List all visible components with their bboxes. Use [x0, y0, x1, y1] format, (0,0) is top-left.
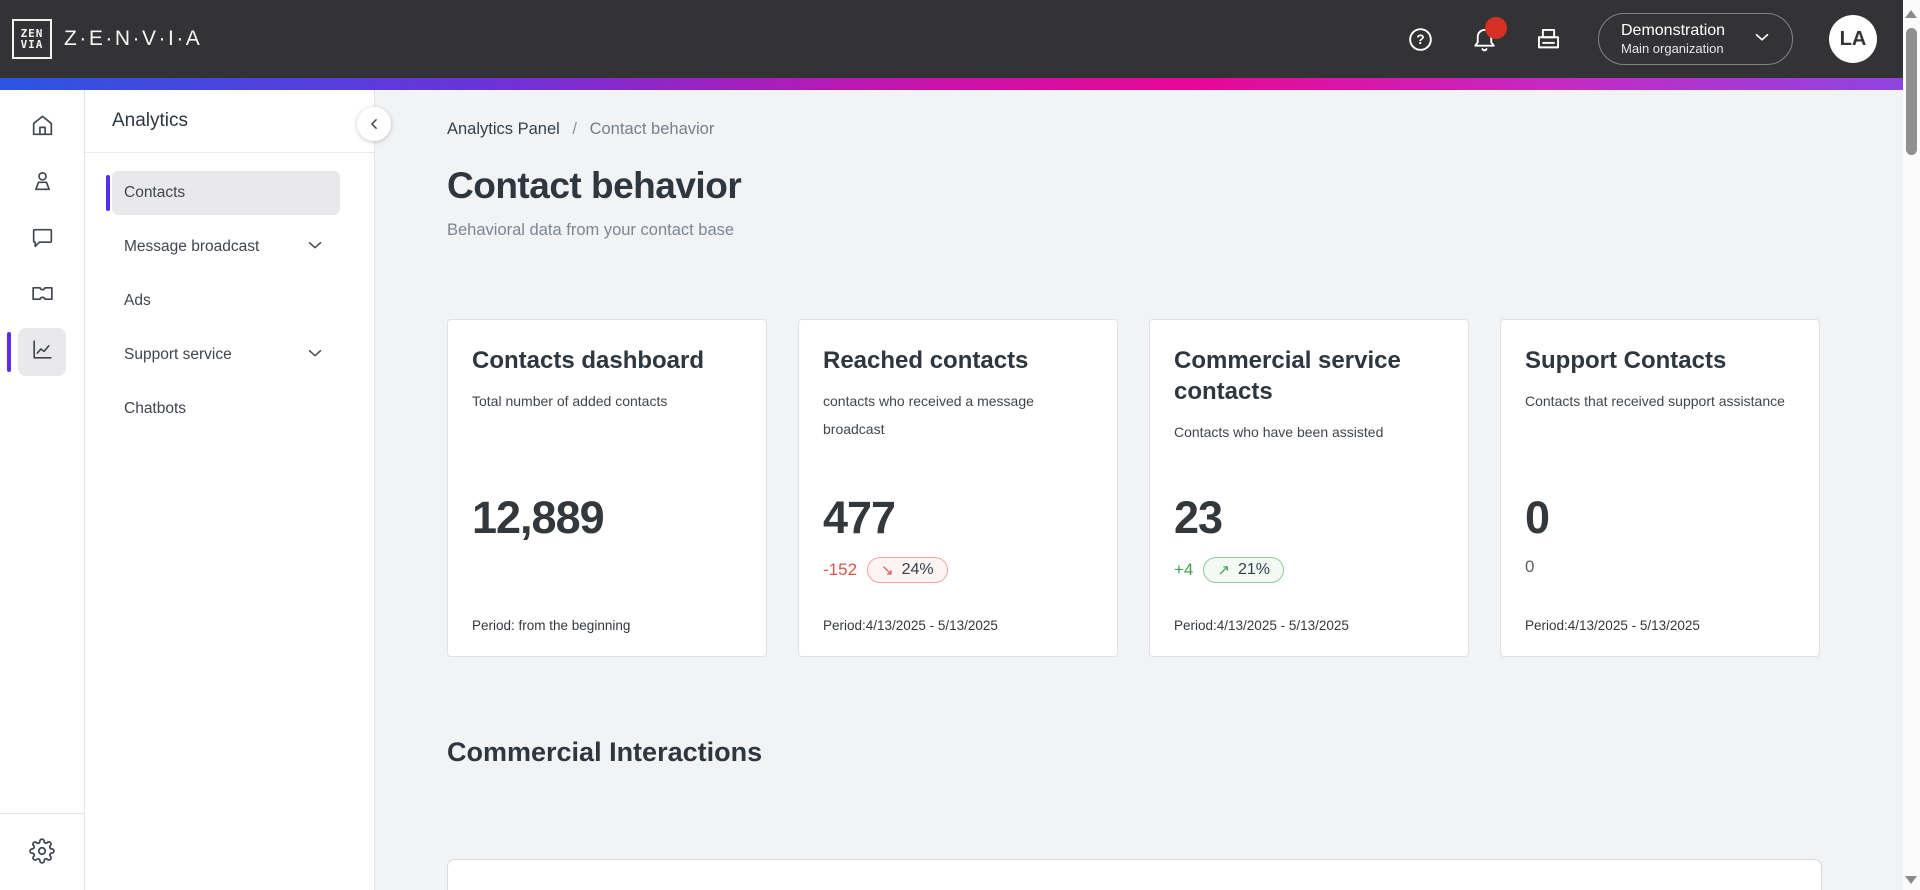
card-reached-contacts: Reached contacts contacts who received a…: [798, 319, 1118, 657]
svg-text:?: ?: [1416, 32, 1424, 47]
card-period: Period: from the beginning: [472, 618, 631, 633]
trend-percent: 21%: [1237, 561, 1270, 578]
notification-badge: [1485, 17, 1507, 39]
menu-item-message-broadcast[interactable]: Message broadcast: [112, 225, 340, 269]
zenvia-logo: ZEN VIA Z·E·N·V·I·A: [12, 19, 202, 59]
trend-badge: ↘ 24%: [867, 557, 948, 583]
card-title: Contacts dashboard: [472, 347, 705, 374]
card-delta: -152: [823, 560, 858, 579]
kpi-cards-row: Contacts dashboard Total number of added…: [447, 319, 1920, 657]
card-value: 0: [1525, 492, 1550, 543]
rail-footer: [0, 813, 84, 890]
brand-gradient-bar: [0, 78, 1920, 90]
breadcrumb-analytics-panel[interactable]: Analytics Panel: [447, 120, 560, 138]
card-period: Period:4/13/2025 - 5/13/2025: [823, 618, 998, 633]
page-scrollbar[interactable]: [1903, 0, 1920, 890]
menu-item-label: Chatbots: [124, 400, 187, 417]
logo-mark-bottom: VIA: [20, 38, 44, 51]
sidebar-item-campaigns[interactable]: [18, 272, 66, 320]
commercial-interactions-card: [447, 859, 1822, 890]
main-content: Analytics Panel / Contact behavior Conta…: [375, 90, 1920, 890]
page-title: Contact behavior: [447, 165, 742, 206]
trend-percent: 24%: [901, 561, 934, 578]
sidebar-item-analytics[interactable]: [7, 328, 66, 376]
card-period: Period:4/13/2025 - 5/13/2025: [1174, 618, 1349, 633]
person-icon: [29, 168, 56, 200]
sidebar-item-conversations[interactable]: [18, 216, 66, 264]
panel-menu: Contacts Message broadcast Ads Support s…: [85, 153, 374, 431]
zenvia-wordmark: Z·E·N·V·I·A: [64, 27, 203, 50]
panel-title: Analytics: [85, 90, 374, 153]
card-support-contacts: Support Contacts Contacts that received …: [1500, 319, 1820, 657]
trend-up-icon: ↗: [1217, 562, 1230, 579]
chat-bubble-icon: [29, 224, 56, 256]
organization-name: Demonstration: [1621, 21, 1726, 39]
card-value: 12,889: [472, 492, 605, 543]
sidebar-item-settings[interactable]: [18, 829, 66, 877]
printer-icon[interactable]: [1534, 25, 1562, 53]
icon-rail: [0, 90, 85, 890]
trend-badge: ↗ 21%: [1203, 557, 1284, 583]
card-period: Period:4/13/2025 - 5/13/2025: [1525, 618, 1700, 633]
sidebar-item-contacts[interactable]: [18, 160, 66, 208]
breadcrumb: Analytics Panel / Contact behavior: [447, 120, 1920, 139]
card-value: 23: [1174, 492, 1223, 543]
card-title: Reached contacts: [823, 347, 1029, 374]
breadcrumb-separator: /: [572, 120, 577, 138]
notifications-bell-icon[interactable]: [1470, 17, 1507, 53]
page-subtitle: Behavioral data from your contact base: [447, 221, 735, 239]
trend-down-icon: ↘: [881, 562, 894, 579]
panel-collapse-button[interactable]: [357, 107, 391, 141]
line-chart-icon: [29, 336, 56, 368]
card-description: Contacts who have been assisted: [1174, 424, 1384, 441]
topbar: ZEN VIA Z·E·N·V·I·A ?: [0, 0, 1920, 78]
organization-subtitle: Main organization: [1621, 40, 1724, 56]
organization-switcher[interactable]: Demonstration Main organization: [1598, 12, 1793, 66]
home-icon: [29, 112, 56, 144]
menu-item-label: Ads: [124, 292, 151, 309]
menu-item-label: Message broadcast: [124, 238, 260, 255]
card-description: Contacts that received support assistanc…: [1525, 393, 1785, 410]
menu-item-support-service[interactable]: Support service: [112, 333, 340, 377]
card-delta: 0: [1525, 557, 1535, 576]
user-avatar[interactable]: LA: [1829, 15, 1877, 63]
card-commercial-service-contacts: Commercial service contacts Contacts who…: [1149, 319, 1469, 657]
chevron-down-icon: [304, 342, 326, 369]
scrollbar-down-arrow[interactable]: [1905, 876, 1917, 884]
chevron-left-icon: [371, 119, 377, 129]
logo-mark-top: ZEN: [20, 27, 44, 40]
menu-item-contacts[interactable]: Contacts: [106, 171, 340, 215]
card-contacts-dashboard: Contacts dashboard Total number of added…: [447, 319, 767, 657]
zenvia-logo-icon: ZEN VIA: [12, 19, 52, 59]
analytics-panel: Analytics Contacts Message broadcast Ads…: [85, 90, 391, 890]
section-title-commercial-interactions: Commercial Interactions: [447, 737, 763, 767]
breadcrumb-current: Contact behavior: [589, 120, 715, 138]
scrollbar-thumb[interactable]: [1906, 28, 1917, 155]
menu-item-label: Support service: [124, 346, 232, 363]
card-value: 477: [823, 492, 896, 543]
card-description: contacts who received a message broadcas…: [823, 393, 1034, 438]
gear-icon: [29, 837, 55, 869]
card-title: Commercial service contacts: [1174, 347, 1401, 406]
sidebar-item-home[interactable]: [18, 104, 66, 152]
chevron-down-icon: [1751, 26, 1773, 53]
menu-item-chatbots[interactable]: Chatbots: [112, 387, 340, 431]
card-delta: +4: [1174, 560, 1194, 579]
menu-item-label: Contacts: [124, 184, 186, 201]
card-description: Total number of added contacts: [472, 393, 668, 410]
scrollbar-up-arrow[interactable]: [1905, 10, 1917, 18]
card-title: Support Contacts: [1525, 347, 1727, 374]
menu-item-ads[interactable]: Ads: [112, 279, 340, 323]
help-icon[interactable]: ?: [1406, 25, 1434, 53]
ticket-icon: [29, 280, 56, 312]
chevron-down-icon: [304, 234, 326, 261]
